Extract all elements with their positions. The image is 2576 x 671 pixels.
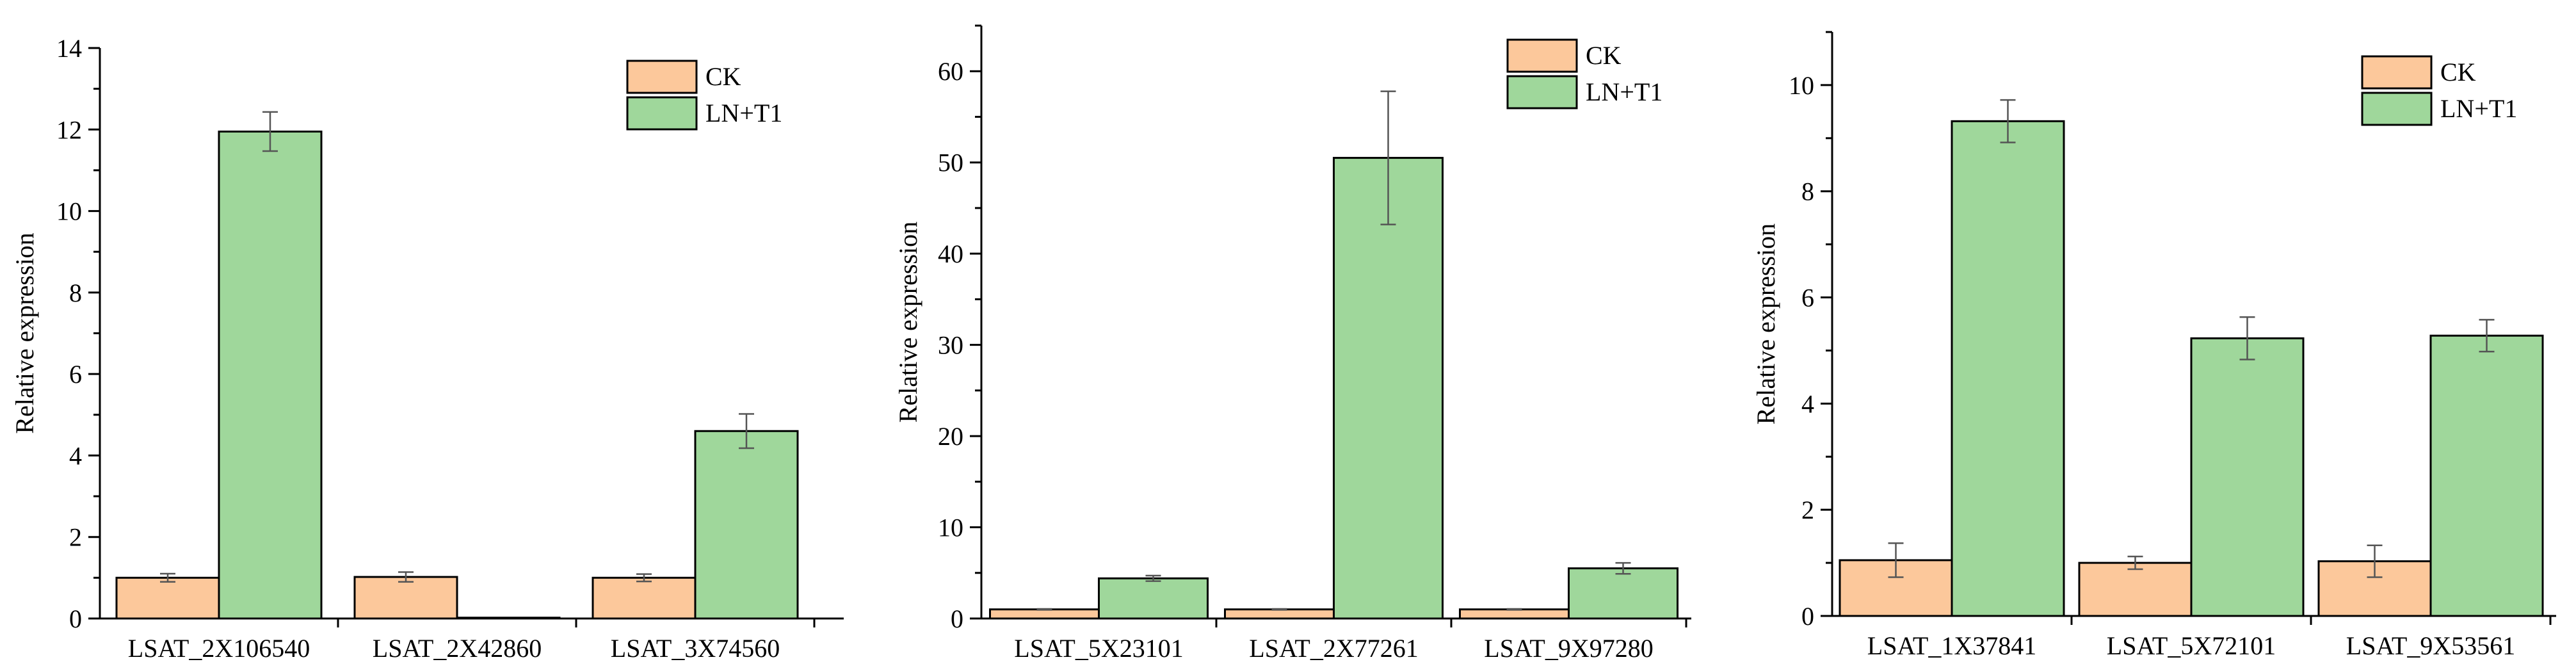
y-tick-label: 10 [938,513,963,542]
legend-label-ln-t1: LN+T1 [705,99,782,127]
bar-ln-t1-1 [1098,577,1209,620]
y-tick-label: 0 [951,604,963,633]
bar-ck-2 [1224,608,1335,620]
y-tick-label: 8 [69,279,82,307]
y-axis-label: Relative expression [10,232,39,433]
x-tick-label: LSAT_2X42860 [373,634,542,663]
chart-panel-2: LSAT_5X23101 LSAT_2X77261 LSAT_9X97280 0 10 2… [894,24,1691,663]
bar-ln-t1-2 [1333,157,1444,620]
y-axis-label: Relative expression [1751,223,1780,424]
x-tick-label: LSAT_3X74560 [611,634,780,663]
y-axis-label: Relative expression [894,222,922,423]
y-tick-label: 10 [1789,71,1814,100]
y-tick-label: 8 [1801,177,1814,206]
legend-label-ln-t1: LN+T1 [1586,77,1662,106]
y-tick-label: 4 [1801,389,1814,418]
bar-ck-1 [115,576,220,620]
legend-label-ck: CK [1586,41,1622,70]
legend-swatch-ln-t1 [626,96,698,131]
legend-swatch-ln-t1 [2361,92,2433,126]
bar-ck-2 [2078,562,2193,617]
legend-label-ck: CK [2440,58,2476,86]
bar-ln-t1-3 [2429,334,2544,617]
y-tick-label: 6 [69,360,82,389]
legend-label-ck: CK [705,62,741,91]
y-tick-label: 0 [1801,602,1814,631]
y-tick-label: 50 [938,149,963,177]
y-tick-label: 6 [1801,284,1814,312]
x-tick-label: LSAT_5X72101 [2107,631,2276,660]
chart-panel-3: LSAT_1X37841 LSAT_5X72101 LSAT_9X53561 0 2 4 6… [1751,31,2556,660]
y-tick-label: 14 [56,34,82,63]
y-tick-label: 12 [56,115,82,144]
bar-ln-t1-1 [218,130,323,620]
y-tick-label: 4 [69,441,82,470]
bar-ln-t1-3 [1568,567,1678,620]
y-tick-label: 30 [938,331,963,360]
y-tick-label: 20 [938,422,963,451]
legend-swatch-ck [1506,38,1578,73]
legend-swatch-ck [2361,55,2433,90]
bar-ln-t1-3 [694,430,799,620]
x-tick-label: LSAT_5X23101 [1014,634,1183,663]
y-tick-label: 2 [69,523,82,552]
bar-ck-3 [1459,608,1570,620]
x-tick-label: LSAT_9X53561 [2346,631,2515,660]
x-tick-label: LSAT_2X77261 [1249,634,1418,663]
chart-panel-1: LSAT_2X106540 LSAT_2X42860 LSAT_3X74560 0 2 4… [10,34,844,663]
bar-ln-t1-2 [2190,337,2305,617]
legend-swatch-ck [626,60,698,94]
x-tick-label: LSAT_2X106540 [128,634,310,663]
bar-ck-1 [989,608,1100,620]
y-tick-label: 0 [69,604,82,633]
y-tick-label: 60 [938,57,963,86]
legend-label-ln-t1: LN+T1 [2440,94,2517,123]
x-tick-label: LSAT_1X37841 [1867,631,2036,660]
legend-swatch-ln-t1 [1506,75,1578,109]
y-tick-label: 2 [1801,496,1814,524]
bar-ln-t1-1 [1951,120,2065,617]
x-tick-label: LSAT_9X97280 [1484,634,1653,663]
y-tick-label: 40 [938,239,963,268]
bar-ck-3 [592,576,696,620]
y-tick-label: 10 [56,197,82,226]
bar-ck-2 [353,576,458,620]
